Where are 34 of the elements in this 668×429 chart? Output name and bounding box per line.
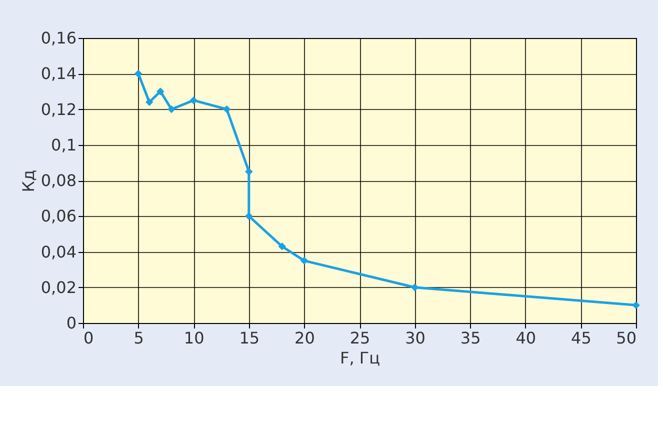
point [245, 168, 253, 176]
y-tick-label: 0,1 [51, 135, 76, 154]
x-tick-label: 50 [616, 328, 636, 348]
x-tick-label: 15 [239, 328, 260, 348]
point [410, 284, 419, 292]
y-tick-label: 0,08 [40, 171, 76, 190]
y-axis-title: Кд [18, 170, 38, 192]
x-axis-title: F, Гц [340, 348, 380, 368]
point [632, 301, 640, 310]
point [190, 96, 198, 104]
point [156, 88, 164, 96]
y-tick-label: 0,12 [40, 100, 76, 119]
point [145, 98, 154, 106]
x-tick-label: 0 [84, 328, 94, 348]
y-tick-label: 0,14 [40, 64, 76, 84]
x-tick-label: 25 [350, 328, 370, 348]
y-tick-label: 0,16 [40, 28, 76, 48]
x-tick-label: 40 [516, 328, 536, 348]
y-tick-label: 0,06 [40, 206, 76, 226]
point [134, 70, 142, 78]
point [300, 256, 308, 265]
x-tick-label: 5 [134, 328, 144, 348]
y-tick-label: 0 [66, 314, 76, 332]
point [278, 242, 286, 250]
point [168, 105, 176, 114]
x-tick-label: 10 [184, 328, 204, 348]
x-tick-label: 35 [460, 328, 481, 348]
x-tick-label: 45 [571, 328, 592, 348]
x-tick-label: 30 [405, 328, 426, 348]
y-tick-label: 0,02 [40, 278, 76, 297]
point [222, 105, 231, 114]
x-tick-label: 20 [294, 328, 315, 348]
y-tick-label: 0,04 [40, 242, 76, 262]
point [245, 212, 253, 220]
